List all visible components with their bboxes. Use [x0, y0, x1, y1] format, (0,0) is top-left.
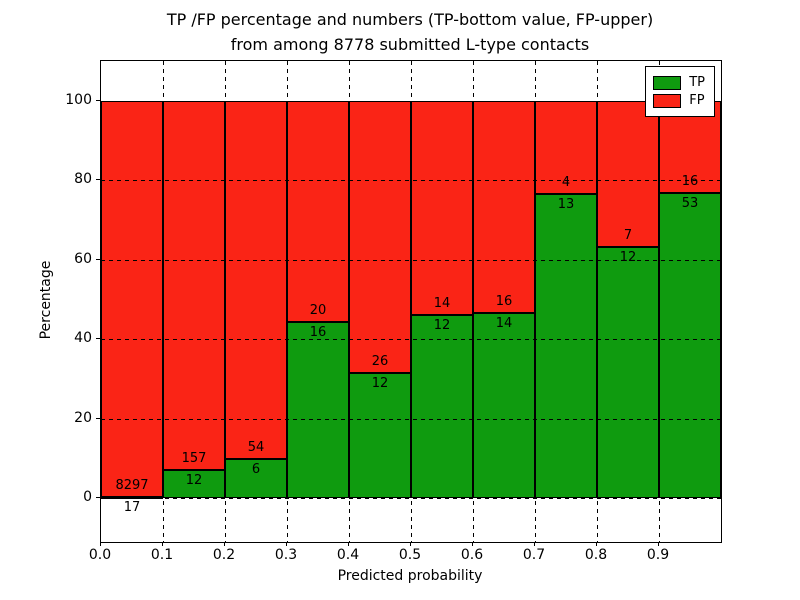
value-label-fp: 7 — [623, 228, 633, 244]
x-tick-mark — [658, 542, 659, 546]
value-label-tp: 17 — [123, 500, 141, 516]
plot-area: TP FP 8297 17 157 12 54 6 20 16 26 12 14 12 16 14 4 13 7… — [100, 60, 722, 543]
y-tick-mark — [96, 179, 100, 181]
x-tick-label: 0.4 — [336, 547, 360, 563]
x-tick-label: 0.0 — [88, 547, 112, 563]
chart-title-line2: from among 8778 submitted L-type contact… — [230, 34, 590, 54]
legend: TP FP — [645, 66, 715, 117]
y-tick-mark — [96, 497, 100, 499]
grid-line-vertical — [163, 61, 164, 542]
bar-tp-segment — [411, 314, 473, 499]
bar-tp-segment — [163, 470, 225, 499]
bar-tp-segment — [597, 247, 659, 499]
x-tick-mark — [596, 542, 597, 546]
x-tick-mark — [348, 542, 349, 546]
value-label-tp: 6 — [251, 461, 261, 477]
x-tick-mark — [224, 542, 225, 546]
x-tick-label: 0.1 — [150, 547, 174, 563]
value-label-fp: 20 — [309, 302, 327, 318]
bar-tp-segment — [287, 321, 349, 499]
value-label-fp: 54 — [247, 439, 265, 455]
value-label-fp: 157 — [181, 451, 207, 467]
y-tick-label: 20 — [74, 409, 92, 426]
x-tick-label: 0.2 — [212, 547, 236, 563]
grid-line-vertical — [659, 61, 660, 542]
x-tick-label: 0.6 — [460, 547, 484, 563]
grid-line-vertical — [411, 61, 412, 542]
x-tick-mark — [534, 542, 535, 546]
x-tick-label: 0.7 — [522, 547, 546, 563]
bar-fp-segment — [597, 100, 659, 248]
value-label-tp: 12 — [433, 317, 451, 333]
grid-line-vertical — [597, 61, 598, 542]
legend-label-tp: TP — [689, 75, 705, 90]
y-tick-mark — [96, 258, 100, 260]
value-label-fp: 4 — [561, 175, 571, 191]
y-tick-label: 0 — [83, 489, 92, 506]
x-tick-label: 0.8 — [584, 547, 608, 563]
bar-fp-segment — [163, 100, 225, 471]
grid-line-vertical — [535, 61, 536, 542]
x-tick-mark — [286, 542, 287, 546]
bar-fp-segment — [349, 100, 411, 373]
value-label-fp: 16 — [495, 293, 513, 309]
x-tick-mark — [100, 542, 101, 546]
value-label-fp: 16 — [681, 173, 699, 189]
value-label-tp: 12 — [619, 250, 637, 266]
value-label-tp: 12 — [185, 473, 203, 489]
legend-entry-tp: TP — [653, 75, 705, 90]
grid-line-vertical — [225, 61, 226, 542]
value-label-tp: 16 — [309, 324, 327, 340]
bar-fp-segment — [473, 100, 535, 313]
bar-tp-segment — [349, 372, 411, 499]
y-axis-label: Percentage — [38, 260, 54, 340]
chart-title: TP /FP percentage and numbers (TP-bottom… — [90, 8, 730, 58]
bar-fp-segment — [225, 100, 287, 459]
x-tick-label: 0.3 — [274, 547, 298, 563]
value-label-tp: 12 — [371, 375, 389, 391]
y-tick-mark — [96, 99, 100, 101]
y-tick-mark — [96, 417, 100, 419]
value-label-tp: 53 — [681, 195, 699, 211]
legend-entry-fp: FP — [653, 93, 705, 108]
chart-title-line1: TP /FP percentage and numbers (TP-bottom… — [166, 10, 654, 29]
x-tick-mark — [410, 542, 411, 546]
bar-tp-segment — [659, 192, 721, 499]
legend-swatch-fp — [653, 93, 682, 108]
value-label-tp: 13 — [557, 197, 575, 213]
y-tick-label: 60 — [74, 250, 92, 267]
value-label-fp: 8297 — [115, 478, 149, 494]
grid-line-vertical — [349, 61, 350, 542]
bar-fp-segment — [101, 100, 163, 498]
x-tick-label: 0.9 — [646, 547, 670, 563]
x-tick-label: 0.5 — [398, 547, 422, 563]
value-label-fp: 26 — [371, 353, 389, 369]
bar-tp-segment — [473, 312, 535, 499]
y-tick-label: 40 — [74, 330, 92, 347]
bar-tp-segment — [535, 194, 597, 499]
grid-line-vertical — [473, 61, 474, 542]
y-tick-label: 80 — [74, 171, 92, 188]
bar-fp-segment — [287, 100, 349, 322]
legend-label-fp: FP — [689, 93, 705, 108]
x-tick-mark — [162, 542, 163, 546]
y-tick-mark — [96, 338, 100, 340]
bar-fp-segment — [411, 100, 473, 315]
x-tick-mark — [472, 542, 473, 546]
x-axis-label: Predicted probability — [337, 568, 483, 584]
value-label-tp: 14 — [495, 315, 513, 331]
value-label-fp: 14 — [433, 295, 451, 311]
legend-swatch-tp — [653, 75, 682, 90]
grid-line-vertical — [287, 61, 288, 542]
y-tick-label: 100 — [65, 91, 92, 108]
